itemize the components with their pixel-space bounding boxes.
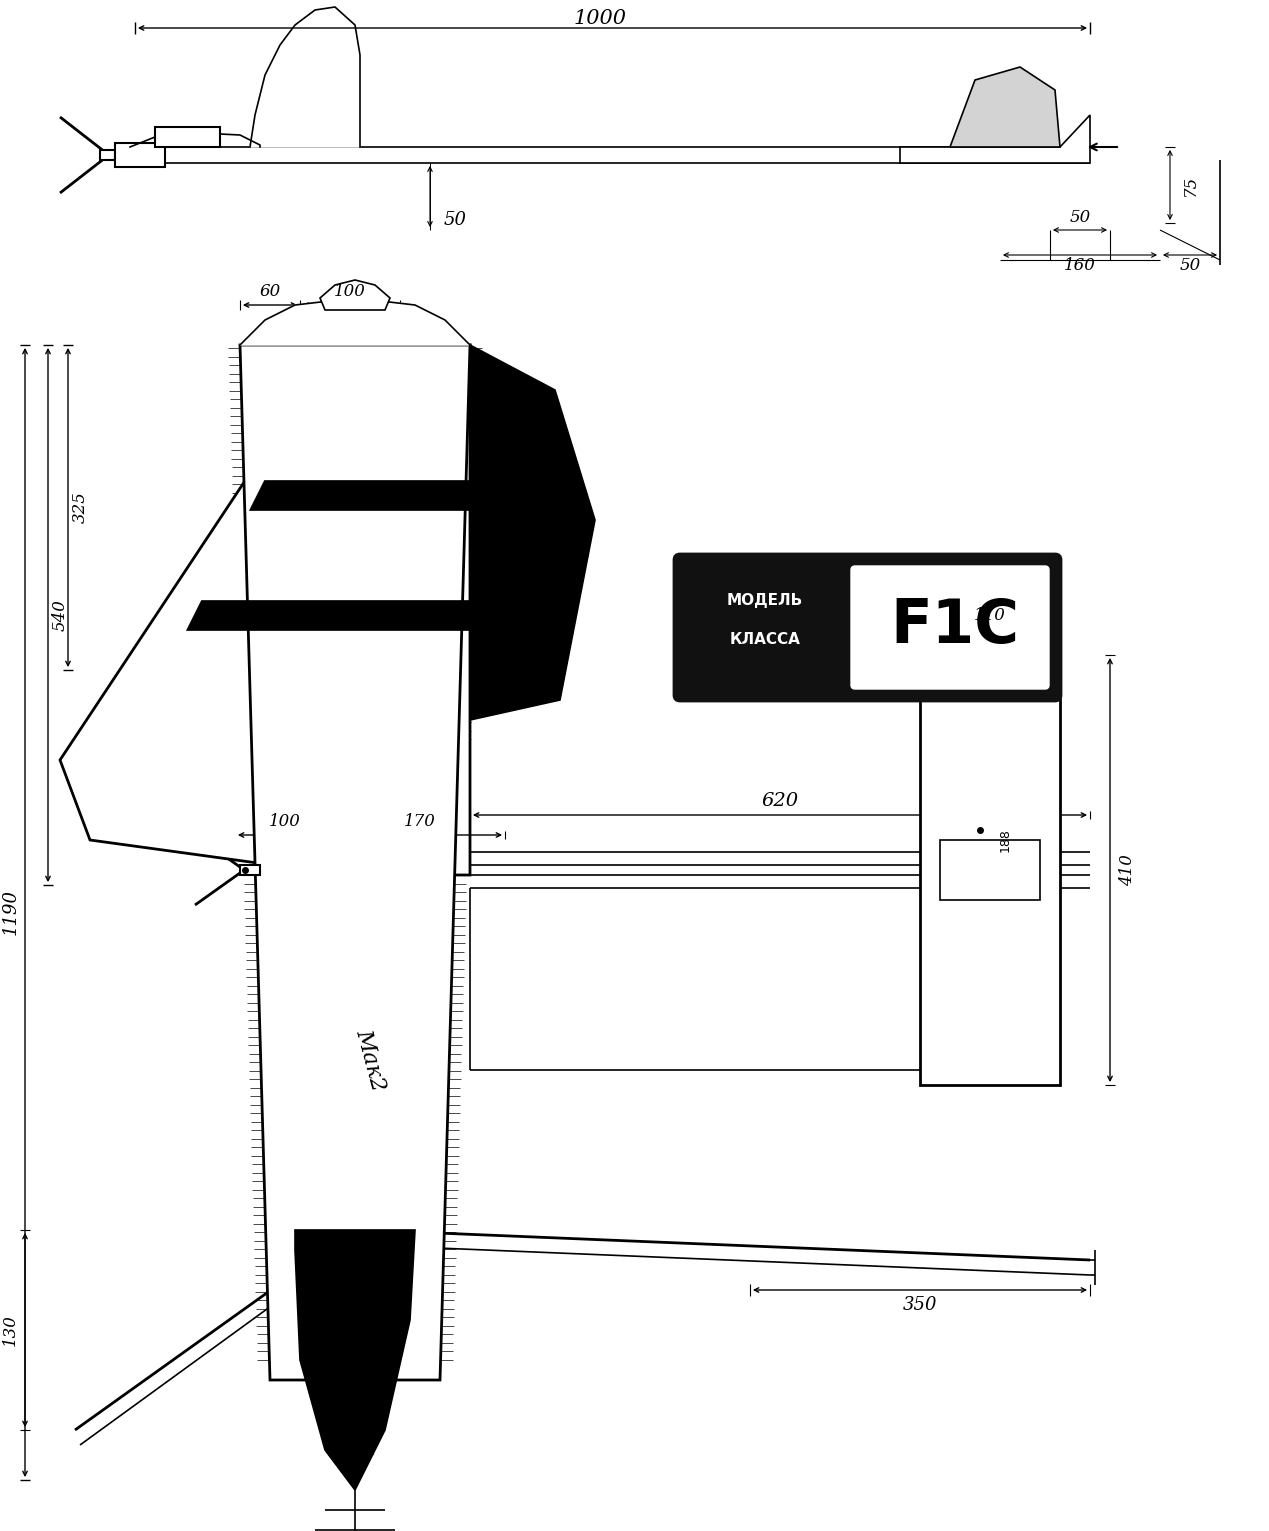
Polygon shape: [240, 344, 470, 1379]
Polygon shape: [240, 299, 470, 344]
Text: 350: 350: [902, 1297, 938, 1314]
Text: 188: 188: [999, 828, 1011, 851]
Text: 620: 620: [761, 792, 798, 810]
Text: F1C: F1C: [891, 597, 1019, 657]
Text: 325: 325: [71, 491, 89, 524]
Polygon shape: [155, 127, 220, 147]
Text: 100: 100: [334, 283, 365, 300]
Text: 1190: 1190: [3, 890, 20, 935]
Text: 160: 160: [1065, 257, 1096, 274]
Text: 1000: 1000: [574, 9, 627, 28]
Text: 50: 50: [1179, 257, 1200, 274]
Text: 410: 410: [1119, 854, 1137, 886]
Polygon shape: [920, 655, 1060, 1085]
Polygon shape: [185, 600, 470, 629]
FancyBboxPatch shape: [674, 554, 1061, 701]
Polygon shape: [250, 8, 360, 147]
Text: 110: 110: [975, 606, 1006, 623]
Polygon shape: [240, 865, 260, 876]
Text: 540: 540: [52, 599, 69, 631]
Polygon shape: [294, 1229, 415, 1490]
Polygon shape: [60, 344, 470, 876]
Polygon shape: [100, 150, 115, 161]
Text: 50: 50: [1070, 210, 1090, 227]
Polygon shape: [320, 280, 390, 309]
Text: 100: 100: [269, 813, 301, 830]
Text: КЛАССА: КЛАССА: [730, 632, 801, 648]
Text: 60: 60: [259, 283, 280, 300]
Text: 170: 170: [404, 813, 437, 830]
Text: 50: 50: [443, 211, 467, 230]
Polygon shape: [470, 344, 595, 720]
Polygon shape: [940, 841, 1041, 900]
Polygon shape: [115, 142, 165, 167]
Polygon shape: [950, 67, 1060, 147]
Text: 75: 75: [1181, 175, 1198, 196]
Polygon shape: [900, 115, 1090, 162]
Text: МОДЕЛЬ: МОДЕЛЬ: [727, 592, 803, 608]
FancyBboxPatch shape: [851, 566, 1049, 689]
Text: 130: 130: [1, 1314, 19, 1346]
Polygon shape: [249, 481, 470, 510]
Text: Мак2: Мак2: [352, 1027, 388, 1093]
